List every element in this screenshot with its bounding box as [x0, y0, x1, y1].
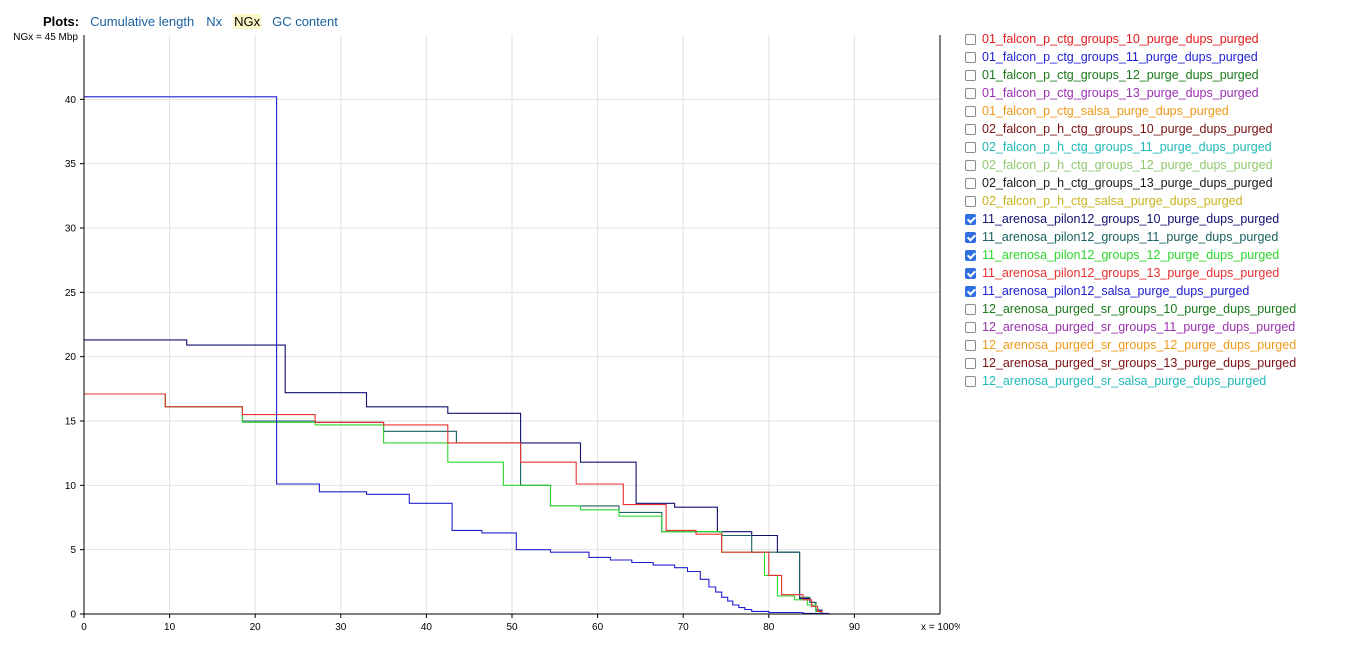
y-tick-label: 30 — [65, 224, 77, 235]
legend-item[interactable]: 02_falcon_p_h_ctg_groups_11_purge_dups_p… — [962, 138, 1347, 156]
series-label[interactable]: 01_falcon_p_ctg_groups_10_purge_dups_pur… — [982, 32, 1259, 46]
series-label[interactable]: 02_falcon_p_h_ctg_groups_11_purge_dups_p… — [982, 140, 1272, 154]
legend-item[interactable]: 12_arenosa_purged_sr_groups_10_purge_dup… — [962, 300, 1347, 318]
y-tick-label: 5 — [70, 545, 76, 556]
series-checkbox[interactable] — [965, 69, 976, 81]
x-tick-label: 70 — [678, 622, 690, 633]
legend-item[interactable]: 01_falcon_p_ctg_salsa_purge_dups_purged — [962, 102, 1347, 120]
series-label[interactable]: 02_falcon_p_h_ctg_salsa_purge_dups_purge… — [982, 194, 1243, 208]
legend-item[interactable]: 01_falcon_p_ctg_groups_12_purge_dups_pur… — [962, 66, 1347, 84]
series-checkbox[interactable] — [965, 375, 976, 387]
x-axis-caption: x = 100% — [921, 622, 960, 633]
series-label[interactable]: 01_falcon_p_ctg_salsa_purge_dups_purged — [982, 104, 1229, 118]
series-checkbox[interactable] — [965, 195, 976, 207]
series-checkbox[interactable] — [965, 33, 976, 45]
series-checkbox[interactable] — [965, 285, 976, 297]
series-checkbox[interactable] — [965, 141, 976, 153]
x-tick-label: 90 — [849, 622, 861, 633]
y-tick-label: 35 — [65, 159, 77, 170]
legend-item[interactable]: 11_arenosa_pilon12_groups_11_purge_dups_… — [962, 228, 1347, 246]
series-label[interactable]: 12_arenosa_purged_sr_salsa_purge_dups_pu… — [982, 374, 1267, 388]
legend-item[interactable]: 11_arenosa_pilon12_salsa_purge_dups_purg… — [962, 282, 1347, 300]
series-label[interactable]: 02_falcon_p_h_ctg_groups_13_purge_dups_p… — [982, 176, 1273, 190]
x-tick-label: 10 — [164, 622, 176, 633]
legend-item[interactable]: 01_falcon_p_ctg_groups_13_purge_dups_pur… — [962, 84, 1347, 102]
y-tick-label: 40 — [65, 95, 77, 106]
series-line-14 — [84, 96, 830, 614]
x-tick-label: 20 — [250, 622, 262, 633]
tab-cumulative-length[interactable]: Cumulative length — [90, 13, 195, 29]
legend-item[interactable]: 12_arenosa_purged_sr_groups_11_purge_dup… — [962, 318, 1347, 336]
y-tick-label: 20 — [65, 352, 77, 363]
series-checkbox[interactable] — [965, 303, 976, 315]
tab-ngx[interactable]: NGx — [233, 13, 262, 29]
series-label[interactable]: 11_arenosa_pilon12_groups_11_purge_dups_… — [982, 230, 1279, 244]
plots-label: Plots: — [43, 13, 80, 29]
legend-item[interactable]: 02_falcon_p_h_ctg_salsa_purge_dups_purge… — [962, 192, 1347, 210]
series-label[interactable]: 11_arenosa_pilon12_groups_12_purge_dups_… — [982, 248, 1280, 262]
legend-item[interactable]: 12_arenosa_purged_sr_groups_12_purge_dup… — [962, 336, 1347, 354]
series-checkbox[interactable] — [965, 87, 976, 99]
series-line-12 — [84, 393, 821, 614]
x-tick-label: 60 — [592, 622, 604, 633]
legend-item[interactable]: 11_arenosa_pilon12_groups_10_purge_dups_… — [962, 210, 1347, 228]
series-label[interactable]: 12_arenosa_purged_sr_groups_11_purge_dup… — [982, 320, 1296, 334]
plots-nav: Plots: Cumulative length Nx NGx GC conte… — [43, 12, 349, 30]
series-checkbox[interactable] — [965, 249, 976, 261]
series-label[interactable]: 01_falcon_p_ctg_groups_13_purge_dups_pur… — [982, 86, 1259, 100]
series-label[interactable]: 11_arenosa_pilon12_groups_13_purge_dups_… — [982, 266, 1280, 280]
y-axis-caption: NGx = 45 Mbp — [13, 32, 78, 43]
legend-item[interactable]: 11_arenosa_pilon12_groups_12_purge_dups_… — [962, 246, 1347, 264]
series-label[interactable]: 01_falcon_p_ctg_groups_11_purge_dups_pur… — [982, 50, 1258, 64]
series-label[interactable]: 11_arenosa_pilon12_salsa_purge_dups_purg… — [982, 284, 1250, 298]
series-label[interactable]: 02_falcon_p_h_ctg_groups_10_purge_dups_p… — [982, 122, 1273, 136]
series-checkbox[interactable] — [965, 159, 976, 171]
y-tick-label: 15 — [65, 417, 77, 428]
legend-item[interactable]: 01_falcon_p_ctg_groups_10_purge_dups_pur… — [962, 30, 1347, 48]
tab-gc-content[interactable]: GC content — [272, 13, 338, 29]
series-label[interactable]: 02_falcon_p_h_ctg_groups_12_purge_dups_p… — [982, 158, 1273, 172]
x-tick-label: 80 — [763, 622, 775, 633]
y-tick-label: 25 — [65, 288, 77, 299]
series-checkbox[interactable] — [965, 51, 976, 63]
series-checkbox[interactable] — [965, 105, 976, 117]
series-line-13 — [84, 393, 823, 614]
series-checkbox[interactable] — [965, 267, 976, 279]
x-tick-label: 30 — [335, 622, 347, 633]
series-label[interactable]: 01_falcon_p_ctg_groups_12_purge_dups_pur… — [982, 68, 1259, 82]
legend-item[interactable]: 12_arenosa_purged_sr_groups_13_purge_dup… — [962, 354, 1347, 372]
series-checkbox[interactable] — [965, 123, 976, 135]
x-tick-label: 40 — [421, 622, 433, 633]
legend-item[interactable]: 02_falcon_p_h_ctg_groups_12_purge_dups_p… — [962, 156, 1347, 174]
legend-item[interactable]: 01_falcon_p_ctg_groups_11_purge_dups_pur… — [962, 48, 1347, 66]
series-label[interactable]: 12_arenosa_purged_sr_groups_10_purge_dup… — [982, 302, 1297, 316]
series-checkbox[interactable] — [965, 177, 976, 189]
y-tick-label: 10 — [65, 481, 77, 492]
tab-nx[interactable]: Nx — [206, 13, 223, 29]
series-legend: 01_falcon_p_ctg_groups_10_purge_dups_pur… — [962, 30, 1347, 390]
x-tick-label: 0 — [81, 622, 87, 633]
series-checkbox[interactable] — [965, 339, 976, 351]
x-tick-label: 50 — [506, 622, 518, 633]
series-checkbox[interactable] — [965, 357, 976, 369]
legend-item[interactable]: 12_arenosa_purged_sr_salsa_purge_dups_pu… — [962, 372, 1347, 390]
ngx-chart: 0 10 20 30 40 50 60 70 80 90 0 5 10 15 20 25 30 35 40 NGx =… — [13, 32, 960, 633]
legend-item[interactable]: 02_falcon_p_h_ctg_groups_13_purge_dups_p… — [962, 174, 1347, 192]
series-checkbox[interactable] — [965, 231, 976, 243]
y-tick-label: 0 — [70, 610, 76, 621]
legend-item[interactable]: 02_falcon_p_h_ctg_groups_10_purge_dups_p… — [962, 120, 1347, 138]
series-checkbox[interactable] — [965, 213, 976, 225]
series-label[interactable]: 12_arenosa_purged_sr_groups_12_purge_dup… — [982, 338, 1297, 352]
series-label[interactable]: 11_arenosa_pilon12_groups_10_purge_dups_… — [982, 212, 1280, 226]
series-checkbox[interactable] — [965, 321, 976, 333]
series-label[interactable]: 12_arenosa_purged_sr_groups_13_purge_dup… — [982, 356, 1297, 370]
legend-item[interactable]: 11_arenosa_pilon12_groups_13_purge_dups_… — [962, 264, 1347, 282]
